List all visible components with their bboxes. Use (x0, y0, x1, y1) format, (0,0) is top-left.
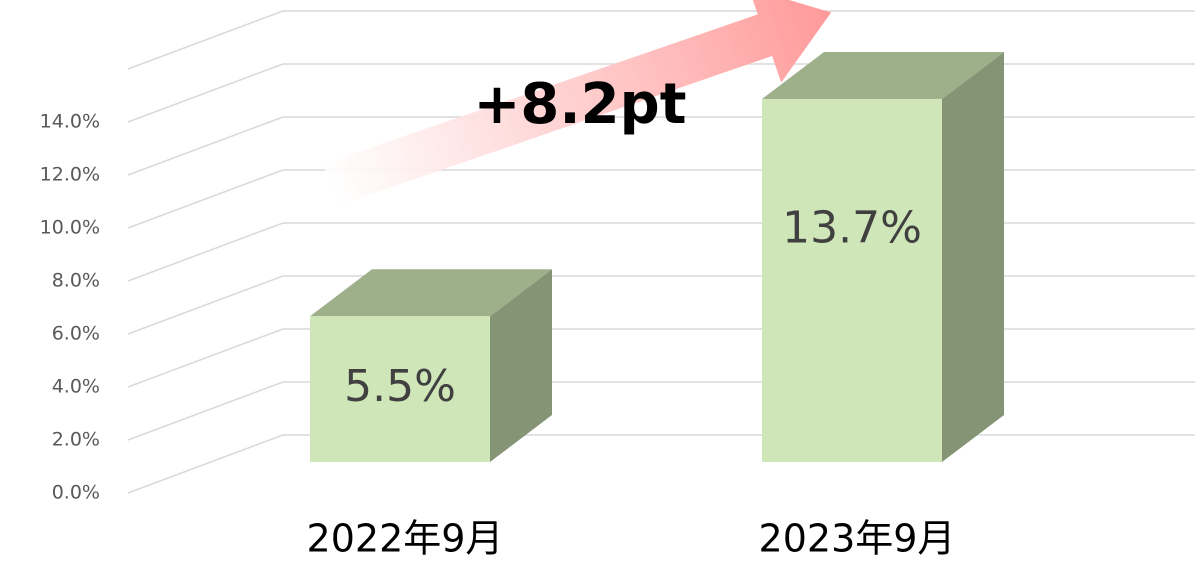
bar-top (762, 51, 1004, 99)
annotation: +8.2pt (474, 72, 687, 137)
y-tick-label: 0.0% (52, 482, 100, 504)
grid-line (127, 222, 1195, 282)
x-tick-label: 2022年9月 (307, 517, 504, 561)
y-tick-label: 12.0% (40, 164, 100, 186)
x-tick-label: 2023年9月 (759, 517, 956, 561)
grid-line (127, 169, 1195, 229)
y-tick-label: 4.0% (52, 376, 100, 398)
grid-line (127, 328, 1195, 388)
y-tick-label: 6.0% (52, 323, 100, 345)
bar (762, 98, 942, 462)
bar-side (942, 51, 1004, 462)
data-label: 5.5% (344, 361, 456, 412)
y-tick-label: 2.0% (52, 429, 100, 451)
bar (310, 316, 490, 462)
data-label: 13.7% (782, 202, 922, 253)
bar-top (310, 269, 552, 317)
y-tick-label: 8.0% (52, 270, 100, 292)
grid-line (127, 434, 1195, 494)
bar-side (490, 269, 552, 462)
grid-line (127, 381, 1195, 441)
grid-line (127, 275, 1195, 335)
trend-arrow (322, 0, 832, 206)
y-tick-label: 14.0% (40, 111, 100, 133)
y-tick-label: 10.0% (40, 217, 100, 239)
grid-line (127, 10, 1195, 70)
bars: 5.5% 2022年9月 13.7% 2023年9月 (307, 51, 1004, 561)
